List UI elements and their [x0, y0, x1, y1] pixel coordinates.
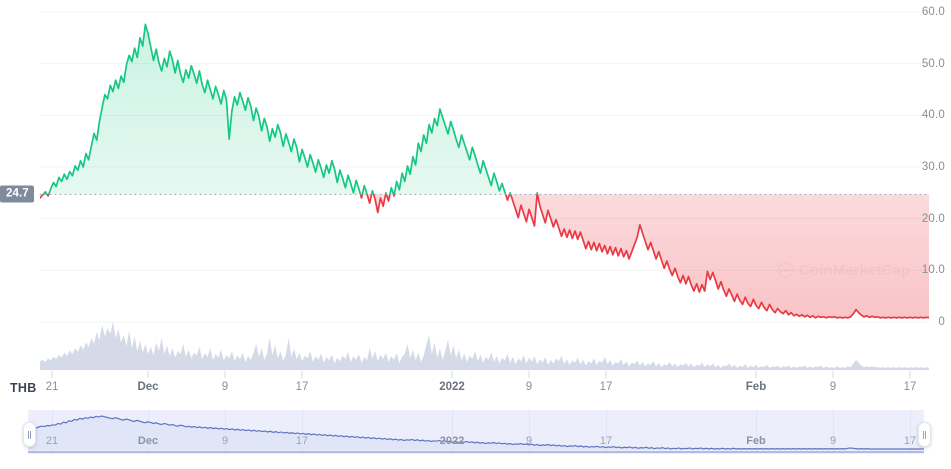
- navigator-gridline: [606, 410, 607, 454]
- y-tick-label: 30.0: [921, 161, 945, 173]
- navigator-x-label: 9: [829, 435, 837, 447]
- navigator-right-handle[interactable]: [918, 422, 931, 447]
- x-tick-label: Dec: [137, 381, 159, 393]
- navigator-gridline: [529, 410, 530, 454]
- x-tick-label: 9: [221, 381, 229, 393]
- navigator-x-label: 17: [599, 435, 613, 447]
- navigator-x-label: 17: [903, 435, 917, 447]
- y-tick-label: 10.0: [921, 264, 945, 277]
- navigator-series: [28, 415, 924, 453]
- navigator-gridline: [756, 410, 757, 454]
- y-tick-label: 40.0: [921, 109, 945, 122]
- y-tick-label: 20.0: [921, 212, 945, 225]
- navigator-gridline: [910, 410, 911, 454]
- navigator-x-label: 2022: [439, 435, 465, 447]
- price-series: [40, 23, 929, 319]
- navigator-gridline: [302, 410, 303, 454]
- navigator-x-label: Dec: [137, 435, 159, 447]
- y-tick-label: 0: [938, 316, 945, 328]
- navigator-x-label: 21: [45, 435, 59, 447]
- grip-line: [925, 430, 927, 439]
- navigator-left-handle[interactable]: [23, 422, 36, 447]
- x-tick-label: 17: [295, 381, 309, 393]
- navigator-gridline: [452, 410, 453, 454]
- y-tick-label: 60.0: [921, 6, 945, 18]
- grip-line: [30, 430, 32, 439]
- y-tick-label: 50.0: [921, 57, 945, 70]
- main-plot-area: 0 10.0 20.0 30.0 40.0 50.0 60.0 24.7 CoinMarke…: [0, 6, 945, 395]
- x-tick-label: 17: [599, 381, 613, 393]
- range-navigator[interactable]: 21 Dec 9 17 2022 9 17 Feb 9 17: [0, 410, 951, 458]
- x-tick-label: 9: [525, 381, 533, 393]
- grip-line: [27, 430, 29, 439]
- navigator-x-label: 9: [525, 435, 533, 447]
- grip-line: [922, 430, 924, 439]
- current-price-badge: 24.7: [0, 185, 34, 203]
- x-tick-label: 21: [45, 381, 59, 393]
- x-tick-label: 2022: [439, 381, 465, 393]
- navigator-gridline: [833, 410, 834, 454]
- navigator-x-label: 9: [221, 435, 229, 447]
- navigator-x-label: 17: [295, 435, 309, 447]
- x-tick-label: Feb: [745, 381, 767, 393]
- x-tick-label: 9: [829, 381, 837, 393]
- chart-canvas: [39, 11, 930, 378]
- currency-label: THB: [10, 381, 37, 395]
- navigator-x-label: Feb: [746, 435, 766, 447]
- volume-series: [40, 322, 929, 370]
- x-tick-label: 17: [903, 381, 917, 393]
- navigator-track[interactable]: 21 Dec 9 17 2022 9 17 Feb 9 17: [28, 410, 924, 454]
- x-tick-marks: [51, 371, 911, 378]
